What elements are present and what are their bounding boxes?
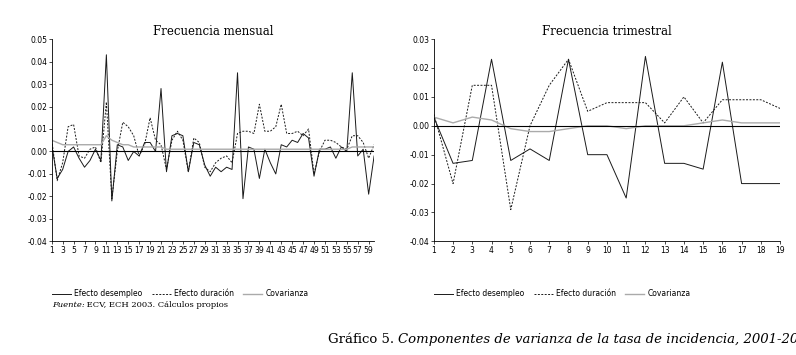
Legend: Efecto desempleo, Efecto duración, Covarianza: Efecto desempleo, Efecto duración, Covar… [434,289,690,298]
Text: Componentes de varianza de la tasa de incidencia, 2001-2006: Componentes de varianza de la tasa de in… [398,333,796,346]
Text: ECV, ECH 2003. Cálculos propios: ECV, ECH 2003. Cálculos propios [84,301,228,309]
Title: Frecuencia trimestral: Frecuencia trimestral [542,25,672,38]
Title: Frecuencia mensual: Frecuencia mensual [153,25,273,38]
Text: Gráfico 5.: Gráfico 5. [328,333,398,346]
Legend: Efecto desempleo, Efecto duración, Covarianza: Efecto desempleo, Efecto duración, Covar… [53,289,309,298]
Text: Fuente:: Fuente: [52,301,84,309]
